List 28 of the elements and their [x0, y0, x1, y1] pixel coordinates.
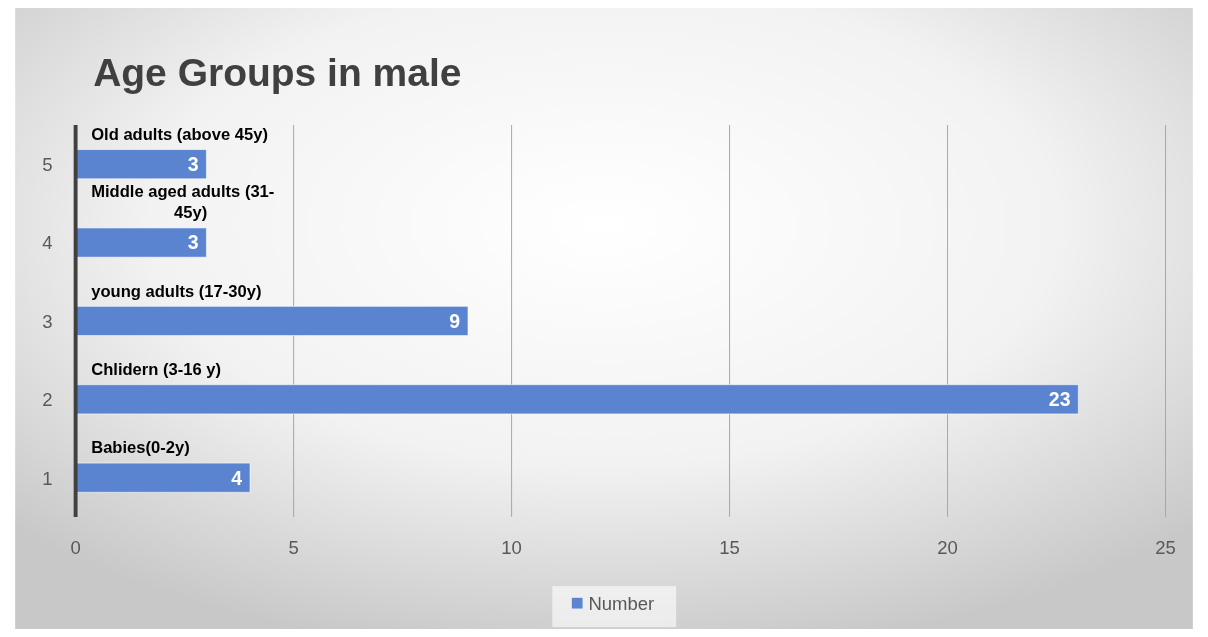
data-label: 9 [449, 309, 461, 332]
data-label: 4 [231, 466, 243, 489]
x-tick-label: 0 [70, 536, 81, 558]
y-tick-label: 1 [42, 467, 53, 489]
annotation: Babies(0-2y) [91, 438, 190, 458]
y-tick-label: 2 [42, 389, 53, 411]
x-tick-label: 20 [937, 536, 958, 558]
data-label: 23 [1048, 388, 1071, 411]
annotation: Middle aged adults (31-45y) [91, 181, 275, 223]
data-label: 3 [187, 153, 199, 175]
bar [75, 384, 1079, 415]
y-tick-label: 5 [42, 154, 53, 175]
x-tick-label: 5 [288, 536, 299, 558]
annotation: Chlidern (3-16 y) [91, 359, 221, 379]
x-tick-label: 10 [501, 536, 522, 558]
annotation: Old adults (above 45y) [91, 124, 268, 144]
y-tick-label: 3 [42, 310, 53, 332]
bar [75, 149, 207, 180]
bar [75, 305, 469, 337]
bar [75, 227, 207, 258]
x-tick-label: 15 [719, 536, 740, 558]
bar [75, 462, 251, 493]
y-tick-label: 4 [42, 232, 53, 254]
annotation: young adults (17-30y) [91, 281, 262, 301]
chart-title: Age Groups in male [93, 50, 462, 94]
x-tick-label: 25 [1155, 536, 1176, 558]
data-label: 3 [187, 231, 199, 254]
text: Number [588, 592, 655, 614]
